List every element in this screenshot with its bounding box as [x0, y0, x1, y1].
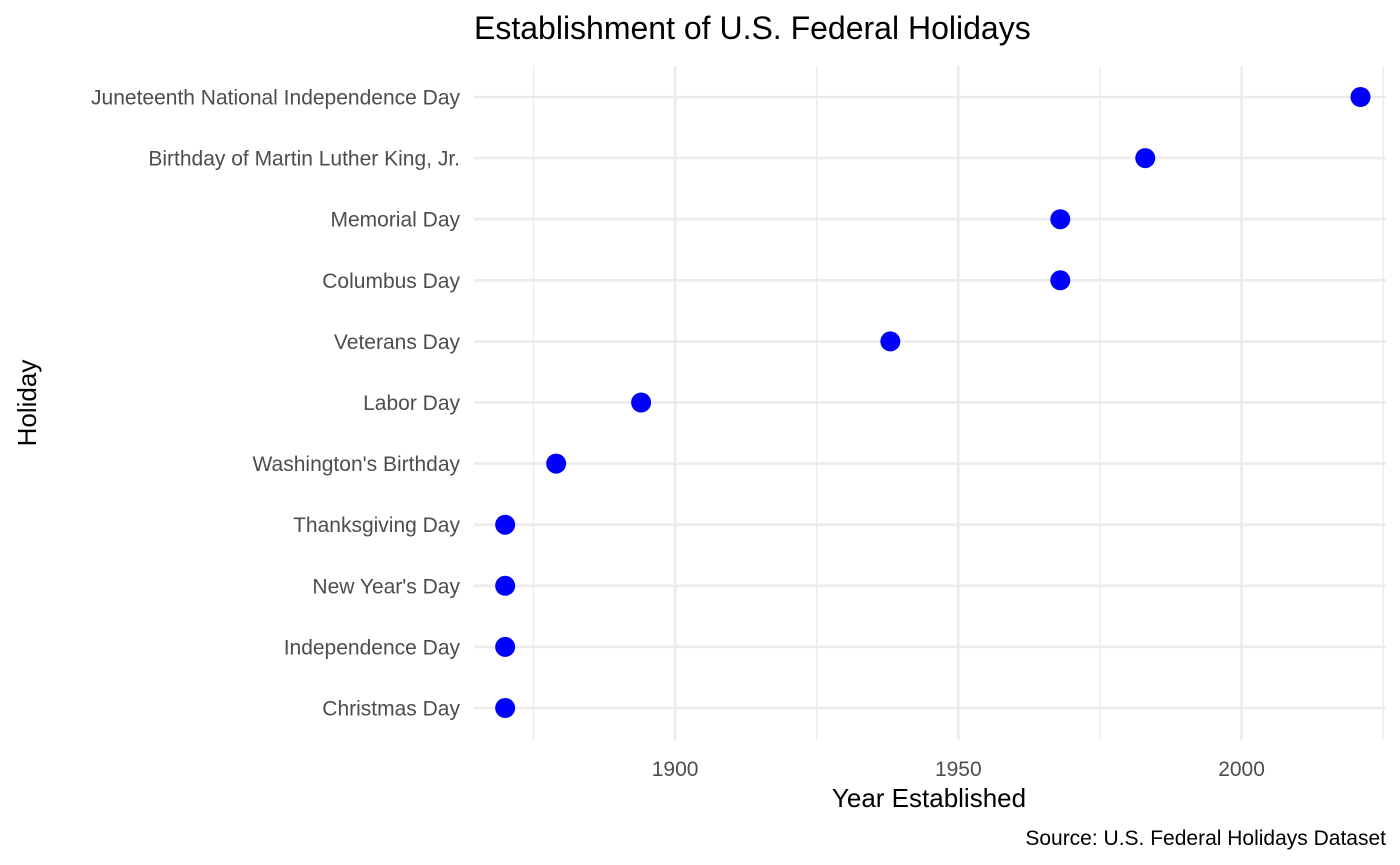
data-point [1135, 148, 1156, 169]
y-axis-title: Holiday [12, 360, 42, 447]
data-points [495, 87, 1371, 718]
y-tick-label: Juneteenth National Independence Day [91, 87, 460, 110]
data-point [495, 575, 516, 596]
data-point [631, 392, 652, 413]
y-axis-tick-labels: Christmas Day Independence Day New Year's … [91, 87, 460, 721]
y-tick-label: Washington's Birthday [253, 453, 461, 476]
data-point [1050, 270, 1071, 291]
chart-title: Establishment of U.S. Federal Holidays [474, 10, 1031, 46]
data-point [880, 331, 901, 352]
grid-lines [474, 66, 1386, 740]
y-tick-label: Thanksgiving Day [293, 514, 460, 537]
x-tick-label: 1950 [935, 758, 982, 781]
x-axis-tick-labels: 1900 1950 2000 [652, 758, 1265, 781]
data-point [495, 636, 516, 657]
data-point [546, 453, 567, 474]
x-tick-label: 2000 [1218, 758, 1265, 781]
y-tick-label: Veterans Day [334, 331, 461, 354]
y-tick-label: Memorial Day [330, 209, 460, 232]
chart-caption: Source: U.S. Federal Holidays Dataset [1025, 827, 1386, 850]
y-tick-label: Columbus Day [322, 270, 460, 293]
x-tick-label: 1900 [652, 758, 699, 781]
data-point [1050, 209, 1071, 230]
y-tick-label: Birthday of Martin Luther King, Jr. [148, 148, 460, 171]
x-axis-title: Year Established [832, 783, 1026, 813]
data-point [495, 514, 516, 535]
y-tick-label: New Year's Day [312, 575, 460, 598]
data-point [495, 698, 516, 718]
y-tick-label: Christmas Day [322, 698, 460, 721]
data-point [1350, 87, 1371, 107]
y-tick-label: Labor Day [363, 392, 460, 415]
y-tick-label: Independence Day [284, 636, 461, 659]
